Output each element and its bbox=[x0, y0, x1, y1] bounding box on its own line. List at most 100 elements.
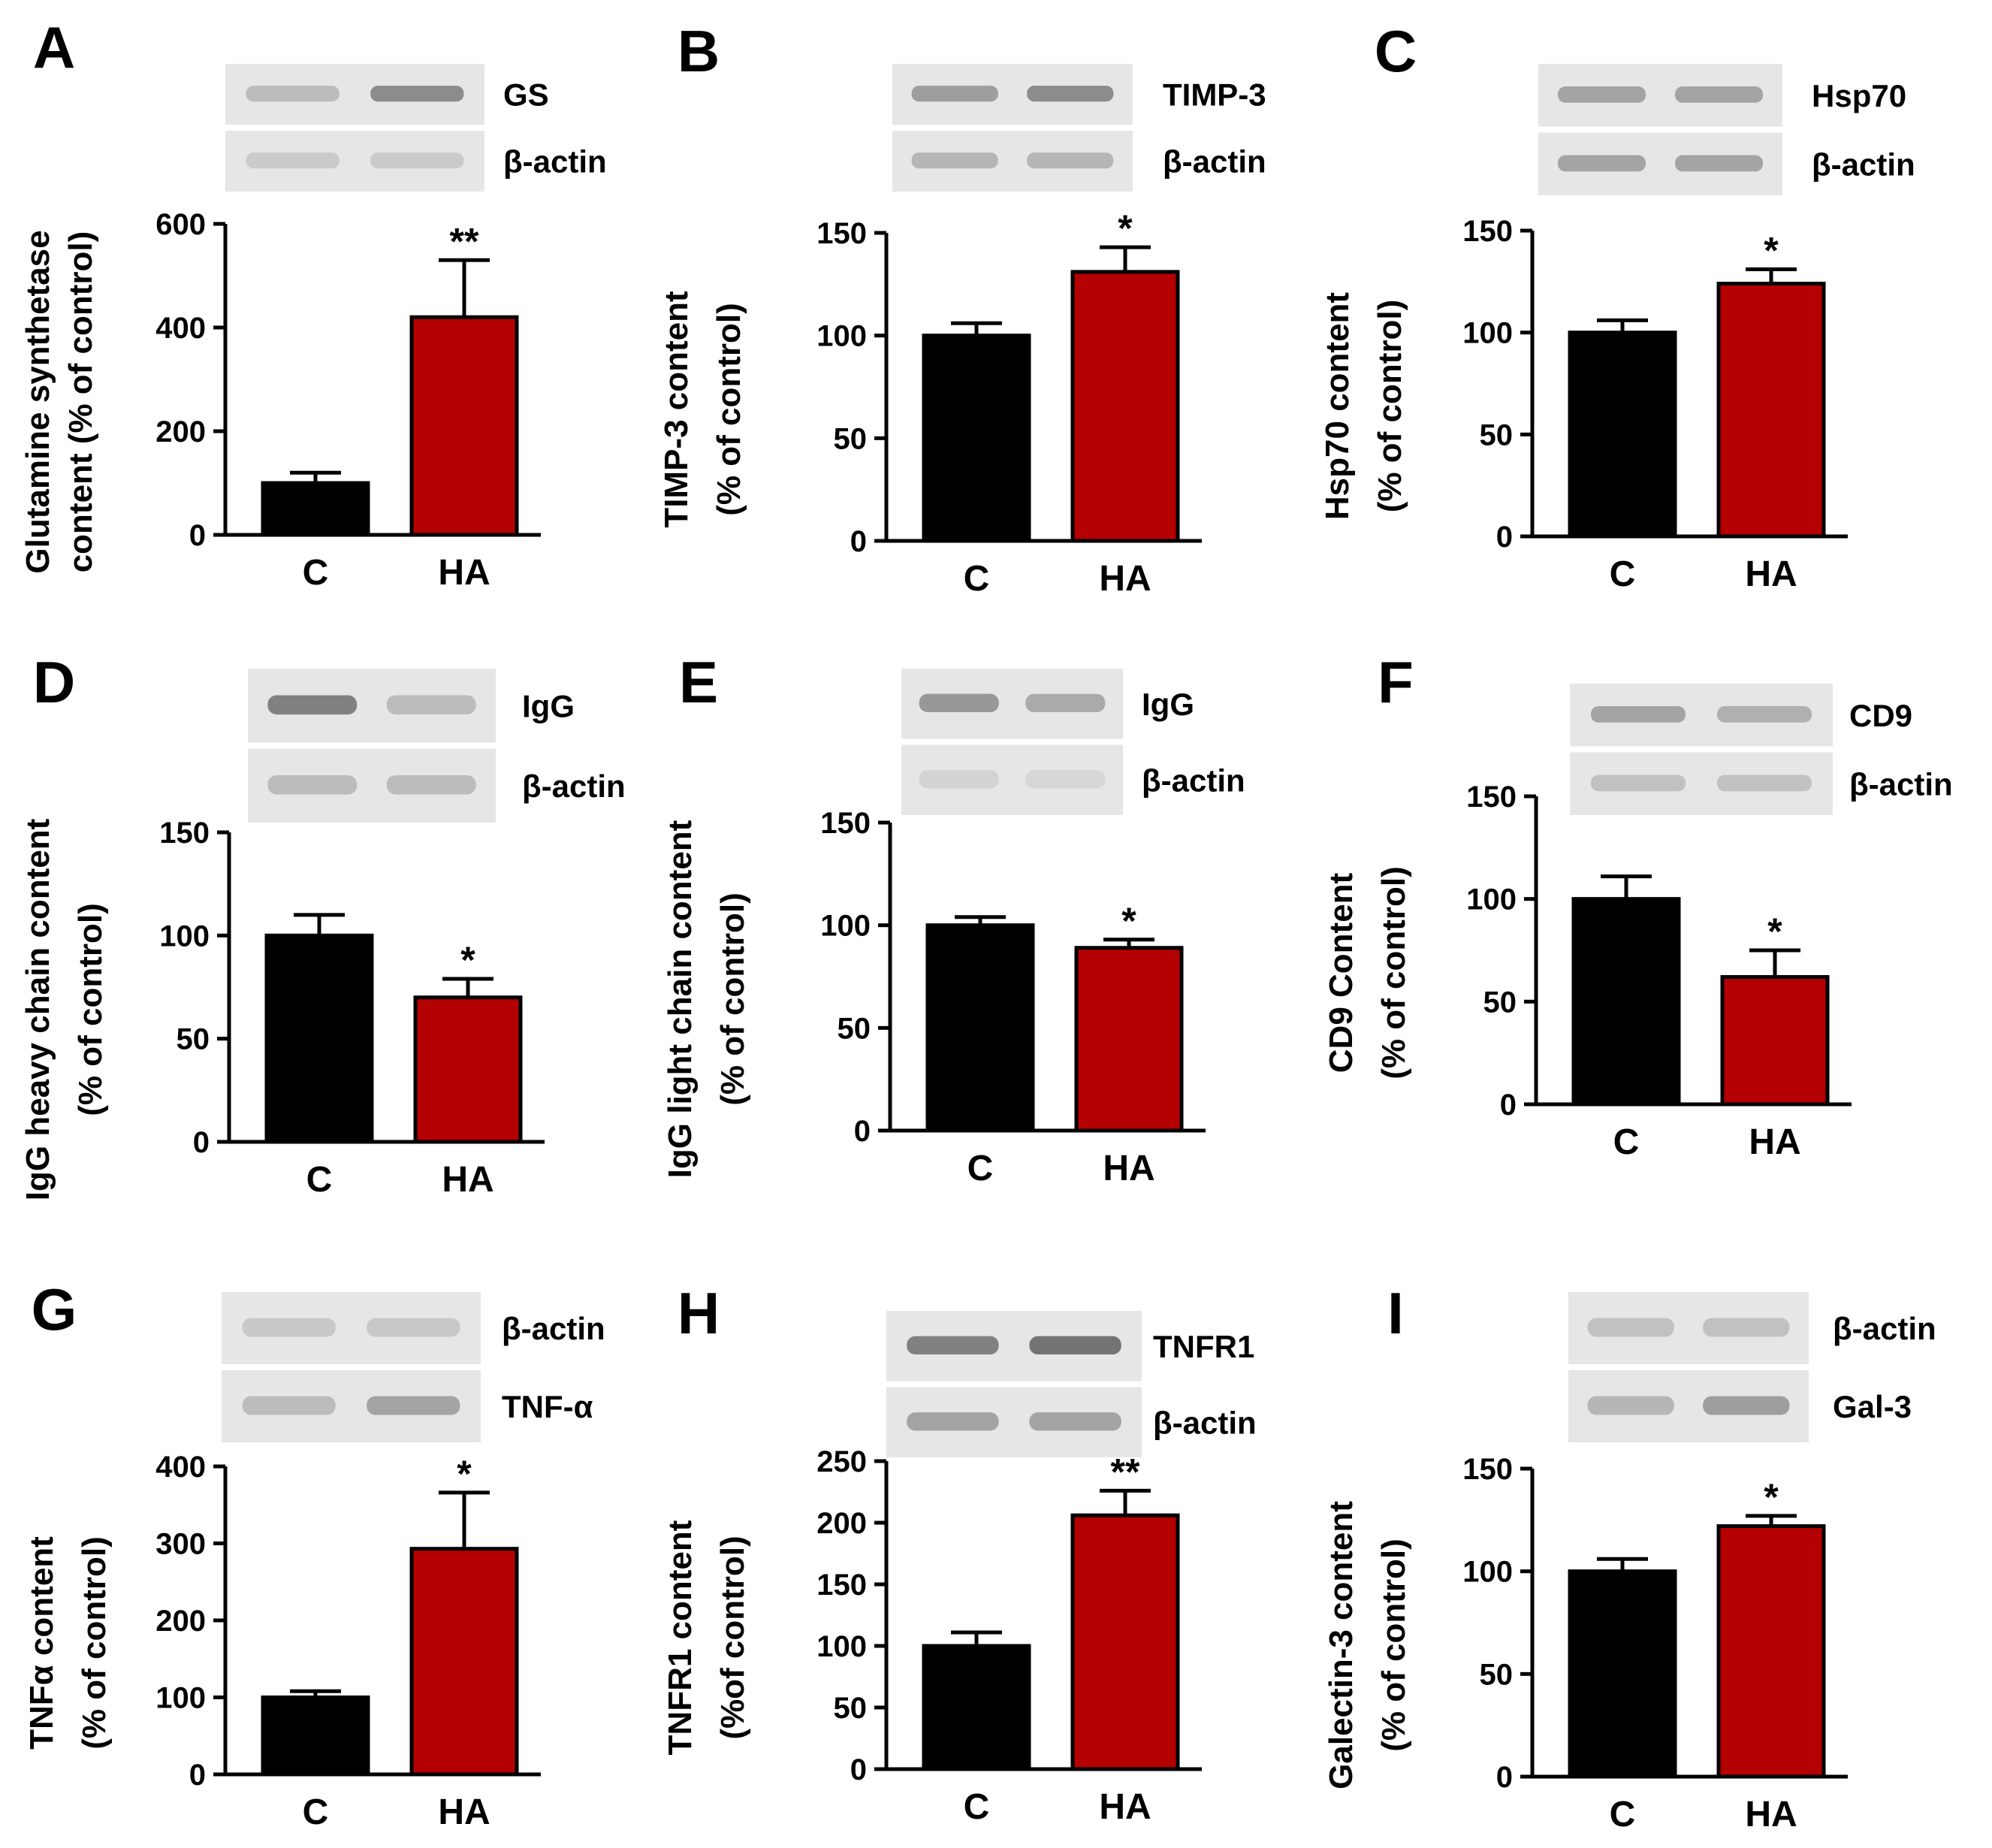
blot-band bbox=[367, 1396, 460, 1415]
bar-ha bbox=[1070, 1513, 1180, 1771]
blot-strip bbox=[1570, 752, 1833, 815]
y-tick-label: 250 bbox=[816, 1445, 867, 1478]
y-tick-label: 300 bbox=[155, 1528, 206, 1561]
blot-band bbox=[907, 1336, 999, 1354]
blot-label: β-actin bbox=[1163, 144, 1266, 180]
y-tick-label: 0 bbox=[1500, 1089, 1517, 1122]
blot-label: β-actin bbox=[1142, 762, 1245, 798]
y-axis-label: (% of control) bbox=[711, 303, 747, 516]
significance-marker: * bbox=[1764, 1476, 1779, 1518]
significance-marker: ** bbox=[450, 220, 479, 262]
category-label: HA bbox=[1099, 1787, 1151, 1827]
bar-c bbox=[1568, 1569, 1677, 1779]
bar-c bbox=[1571, 897, 1681, 1107]
blot-label: IgG bbox=[522, 688, 575, 723]
y-tick-label: 150 bbox=[1462, 1453, 1513, 1486]
y-tick-label: 100 bbox=[155, 1682, 206, 1715]
y-tick-label: 100 bbox=[1466, 883, 1517, 916]
bar-c bbox=[264, 933, 374, 1144]
blot-band bbox=[1591, 706, 1686, 723]
blot-band bbox=[386, 695, 476, 715]
blot-label: β-actin bbox=[1153, 1405, 1257, 1440]
blot-band bbox=[367, 1318, 460, 1337]
blot-strip bbox=[225, 131, 484, 192]
category-label: HA bbox=[1099, 559, 1151, 599]
blot-band bbox=[370, 152, 464, 169]
y-axis-label: (% of control) bbox=[714, 892, 751, 1106]
y-axis-label: TIMP-3 content bbox=[658, 291, 695, 528]
category-label: C bbox=[964, 559, 990, 599]
blot-band bbox=[246, 86, 340, 102]
blot-band bbox=[1675, 155, 1763, 172]
blot-strip bbox=[892, 131, 1133, 192]
y-tick-label: 50 bbox=[838, 1012, 871, 1045]
y-tick-label: 100 bbox=[816, 320, 867, 353]
blot-band bbox=[1027, 152, 1114, 169]
category-label: C bbox=[1610, 554, 1636, 594]
panel-a: A GS β-actin 0 200 400 600 C ** HA Glutamine synth… bbox=[20, 14, 607, 593]
blot-band bbox=[370, 86, 464, 102]
blot-band bbox=[386, 775, 476, 795]
y-axis-label: (% of control) bbox=[1375, 866, 1412, 1080]
blot-band bbox=[1027, 86, 1114, 102]
blot-label: Gal-3 bbox=[1833, 1389, 1912, 1424]
category-label: C bbox=[306, 1160, 333, 1200]
panel-letter: B bbox=[678, 18, 720, 84]
category-label: HA bbox=[1745, 554, 1797, 594]
y-axis-label: IgG light chain content bbox=[662, 820, 699, 1178]
bar-c bbox=[922, 334, 1031, 543]
category-label: HA bbox=[1749, 1122, 1800, 1162]
blot-band bbox=[1558, 155, 1646, 172]
y-tick-label: 150 bbox=[816, 217, 867, 250]
blot-label: Hsp70 bbox=[1812, 78, 1906, 113]
category-label: C bbox=[967, 1149, 994, 1188]
y-tick-label: 400 bbox=[155, 312, 206, 345]
y-axis-label: IgG heavy chain content bbox=[20, 818, 56, 1200]
panel-d: D IgG β-actin 0 50 100 150 C * HA IgG heavy chain … bbox=[20, 649, 626, 1200]
category-label: HA bbox=[438, 1792, 490, 1832]
blot-band bbox=[911, 152, 998, 169]
blot-band bbox=[1703, 1318, 1790, 1337]
bar-ha bbox=[1716, 1524, 1826, 1779]
blot-band bbox=[246, 152, 340, 169]
y-tick-label: 50 bbox=[1480, 418, 1514, 451]
blot-band bbox=[1025, 693, 1106, 712]
y-tick-label: 0 bbox=[1496, 521, 1513, 554]
blot-label: CD9 bbox=[1849, 698, 1912, 733]
y-axis-label: Glutamine synthetase bbox=[20, 230, 56, 573]
y-tick-label: 0 bbox=[189, 519, 206, 552]
blot-band bbox=[1675, 86, 1763, 103]
bar-c bbox=[925, 923, 1035, 1133]
y-tick-label: 0 bbox=[189, 1759, 206, 1792]
blot-band bbox=[1703, 1396, 1790, 1415]
y-tick-label: 100 bbox=[816, 1630, 867, 1663]
bar-ha bbox=[1716, 282, 1826, 539]
panel-c: C Hsp70 β-actin 0 50 100 150 C * HA Hsp70 content (… bbox=[1319, 18, 1915, 594]
significance-marker: * bbox=[460, 939, 475, 981]
panel-letter: H bbox=[678, 1280, 720, 1346]
y-tick-label: 150 bbox=[159, 817, 210, 850]
y-axis-label: (% of control) bbox=[72, 903, 109, 1116]
bar-ha bbox=[409, 315, 519, 537]
blot-strip bbox=[901, 744, 1123, 815]
y-axis-label: (%of control) bbox=[714, 1535, 751, 1739]
y-tick-label: 50 bbox=[834, 422, 868, 455]
y-axis-label: (% of control) bbox=[1372, 300, 1408, 513]
y-tick-label: 400 bbox=[155, 1451, 206, 1484]
blot-band bbox=[1029, 1336, 1121, 1354]
significance-marker: * bbox=[1764, 230, 1779, 272]
y-tick-label: 0 bbox=[850, 1753, 867, 1786]
blot-label: TIMP-3 bbox=[1163, 77, 1266, 113]
bar-c bbox=[1568, 331, 1677, 539]
y-tick-label: 150 bbox=[820, 807, 871, 840]
blot-band bbox=[1717, 775, 1812, 792]
blot-label: IgG bbox=[1142, 687, 1194, 722]
blot-strip bbox=[1568, 1292, 1809, 1364]
panel-letter: D bbox=[33, 649, 75, 715]
blot-band bbox=[242, 1318, 336, 1337]
blot-label: β-actin bbox=[503, 144, 607, 180]
y-tick-label: 0 bbox=[193, 1126, 210, 1159]
blot-band bbox=[1587, 1396, 1674, 1415]
y-axis-label: Galectin-3 content bbox=[1323, 1501, 1360, 1789]
category-label: C bbox=[303, 1792, 329, 1832]
